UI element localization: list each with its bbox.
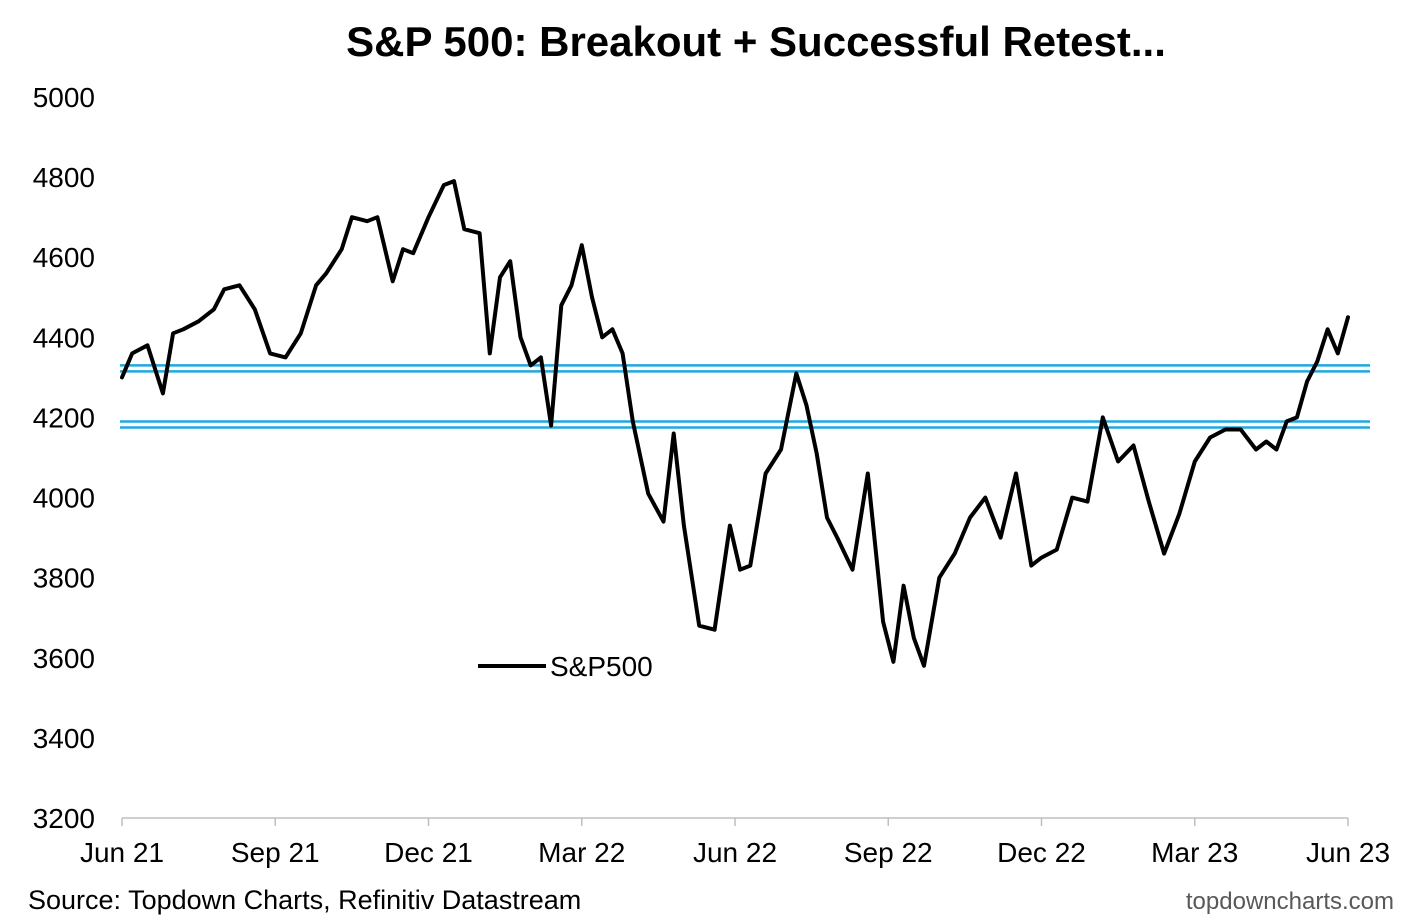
y-tick-label: 4200 bbox=[33, 402, 95, 433]
legend-label: S&P500 bbox=[550, 651, 653, 682]
x-tick-label: Dec 22 bbox=[997, 837, 1086, 868]
chart-title: S&P 500: Breakout + Successful Retest... bbox=[346, 18, 1166, 65]
x-tick-label: Dec 21 bbox=[384, 837, 473, 868]
y-tick-label: 3400 bbox=[33, 723, 95, 754]
y-tick-label: 3600 bbox=[33, 643, 95, 674]
y-axis: 3200 3400 3600 3800 4000 4200 4400 4600 4800 5000 bbox=[33, 82, 95, 834]
source-note: Source: Topdown Charts, Refinitiv Datast… bbox=[28, 885, 581, 915]
y-tick-label: 4400 bbox=[33, 322, 95, 353]
y-tick-label: 4800 bbox=[33, 162, 95, 193]
series-layer bbox=[120, 179, 1350, 668]
y-tick-label: 5000 bbox=[33, 82, 95, 113]
series-line-sp500 bbox=[120, 179, 1350, 668]
legend: S&P500 bbox=[478, 651, 653, 682]
y-tick-label: 3200 bbox=[33, 803, 95, 834]
x-tick-label: Sep 22 bbox=[844, 837, 933, 868]
x-tick-label: Jun 22 bbox=[693, 837, 777, 868]
x-tick-label: Jun 21 bbox=[80, 837, 164, 868]
reference-lines bbox=[120, 364, 1370, 429]
x-tick-label: Jun 23 bbox=[1306, 837, 1390, 868]
x-tick-label: Sep 21 bbox=[231, 837, 320, 868]
x-tick-label: Mar 22 bbox=[538, 837, 625, 868]
x-axis: Jun 21 Sep 21 Dec 21 Mar 22 Jun 22 Sep 22 Dec … bbox=[80, 817, 1390, 868]
brand-watermark: topdowncharts.com bbox=[1186, 888, 1394, 915]
y-tick-label: 4000 bbox=[33, 483, 95, 514]
y-tick-label: 4600 bbox=[33, 242, 95, 273]
x-tick-label: Mar 23 bbox=[1151, 837, 1238, 868]
y-tick-label: 3800 bbox=[33, 563, 95, 594]
